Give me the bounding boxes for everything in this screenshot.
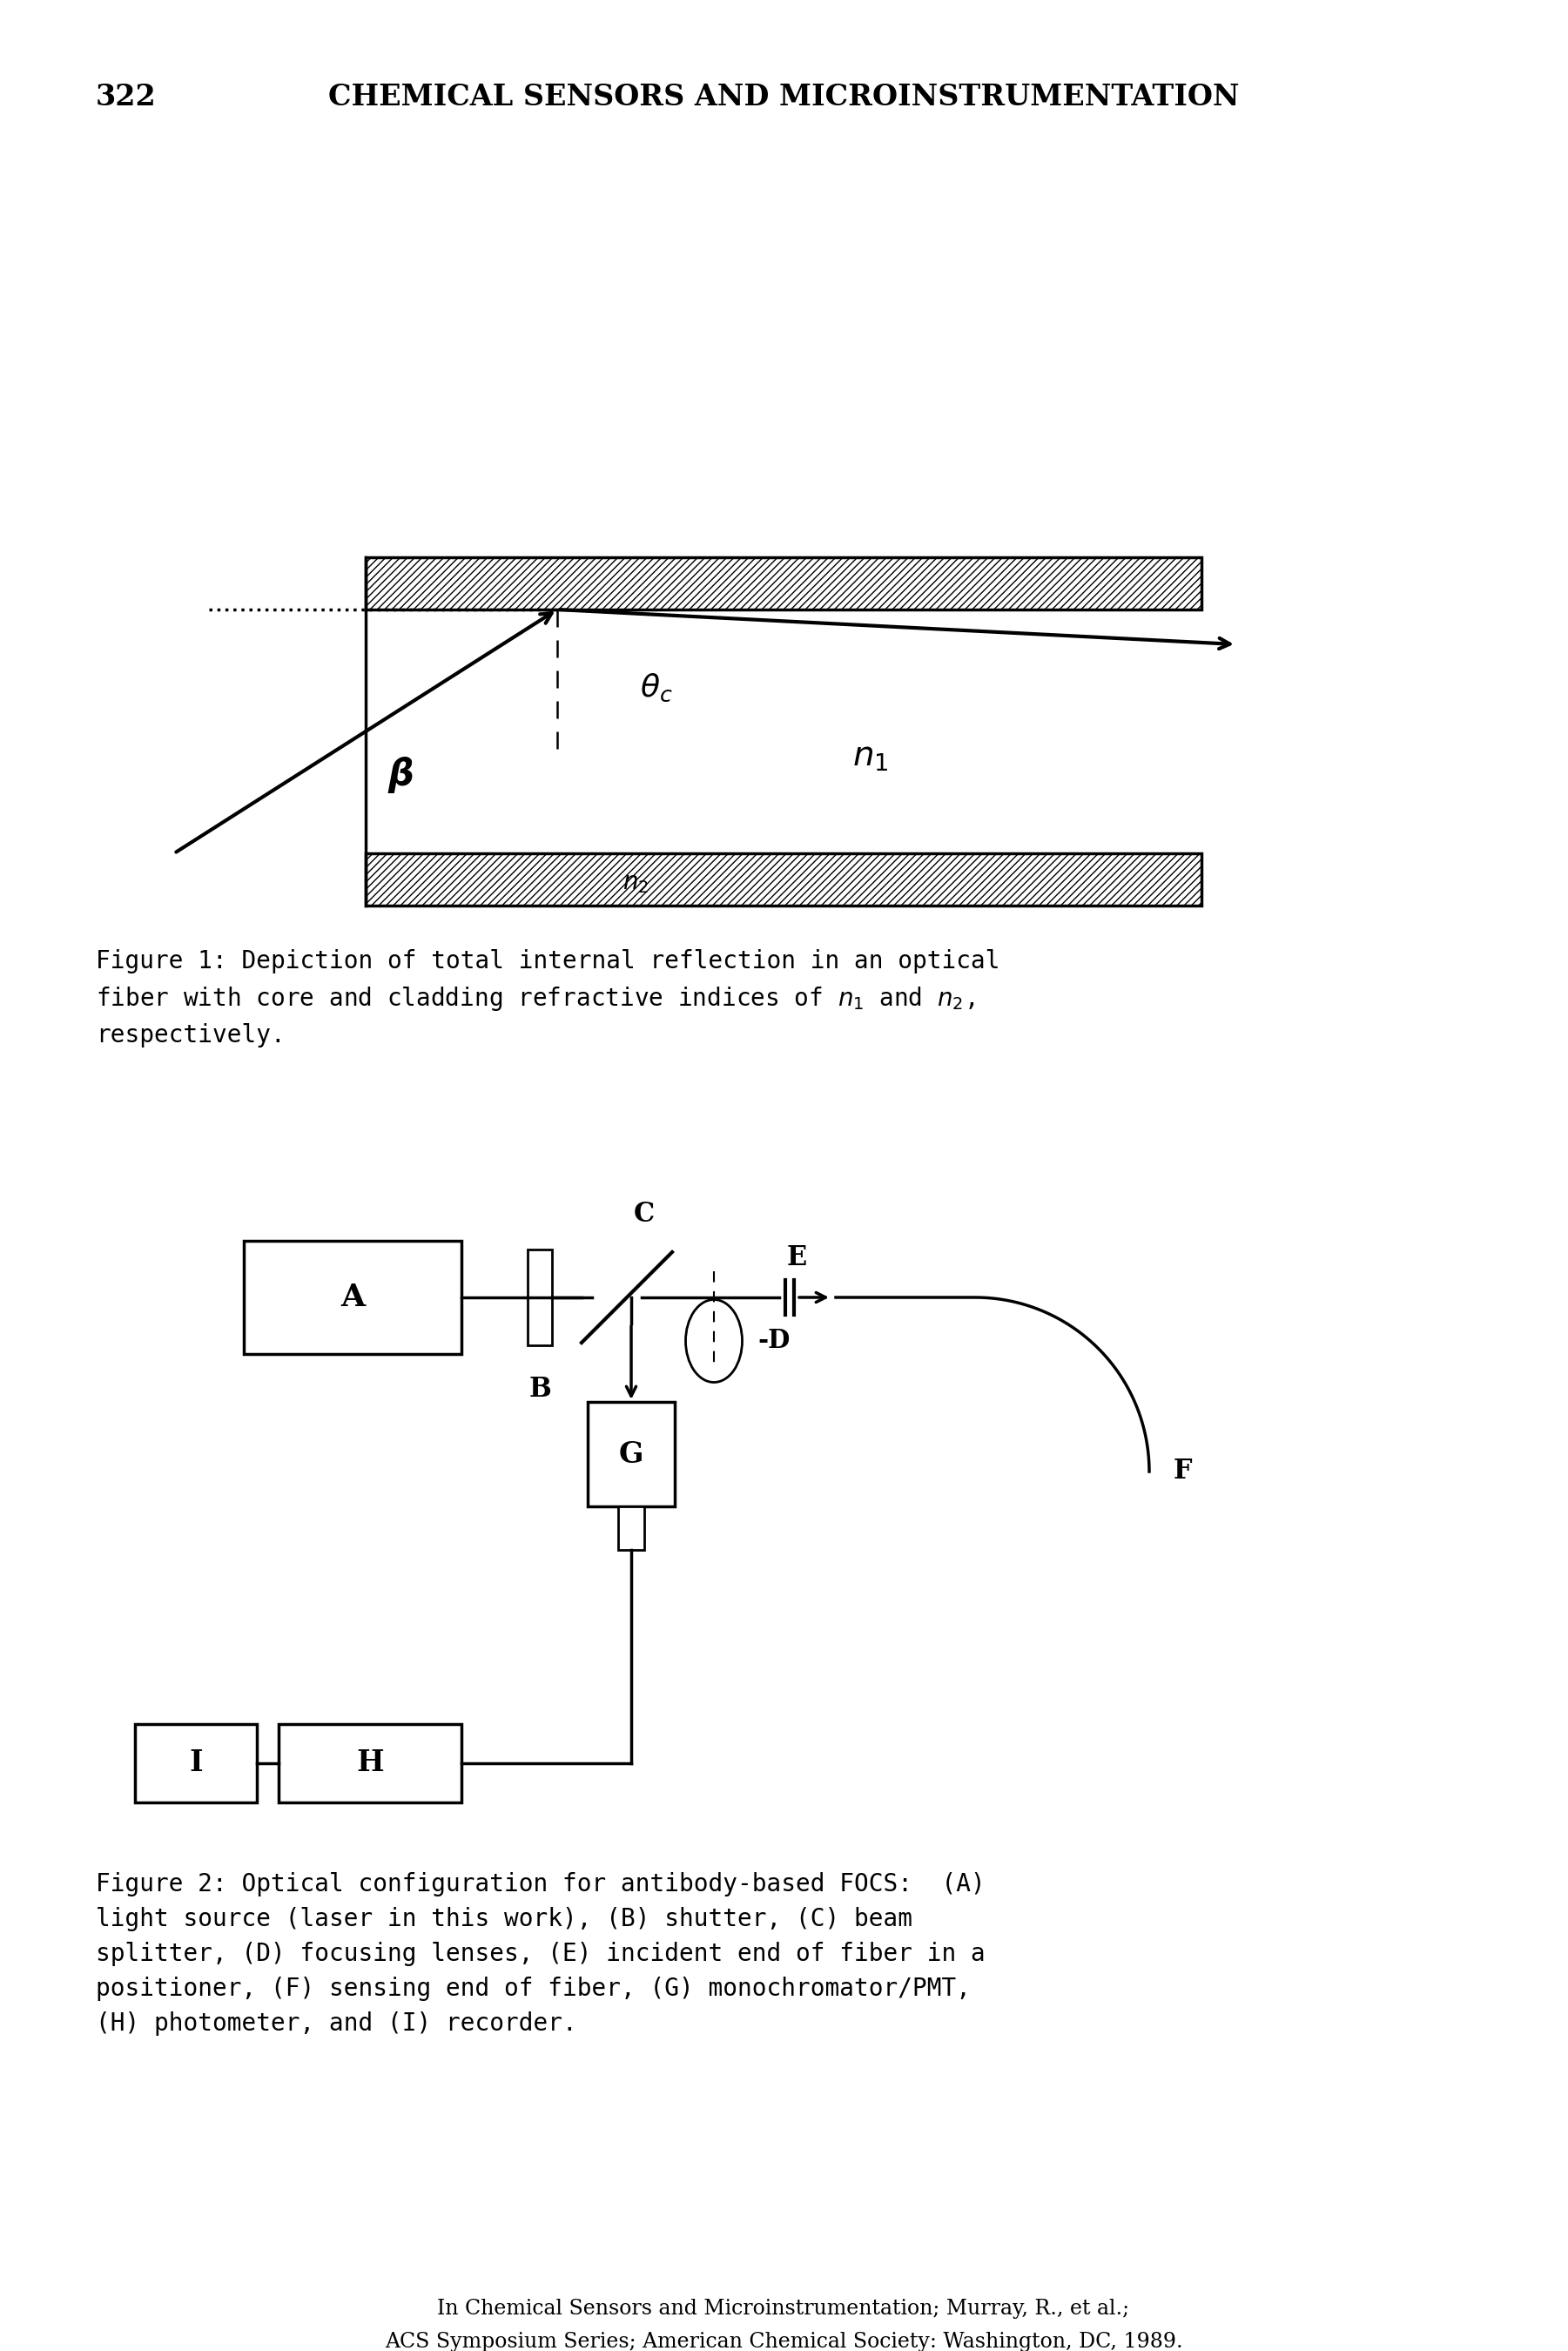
Ellipse shape (685, 1300, 742, 1382)
Text: H: H (356, 1749, 384, 1777)
Text: A: A (340, 1284, 365, 1312)
Text: F: F (1173, 1458, 1192, 1486)
Text: $\theta_c$: $\theta_c$ (640, 672, 673, 703)
Bar (527, 1248, 552, 1345)
Text: I: I (190, 1749, 202, 1777)
Text: $\boldsymbol{\beta}$: $\boldsymbol{\beta}$ (387, 755, 414, 795)
Bar (618, 1507, 644, 1549)
Text: Figure 1: Depiction of total internal reflection in an optical
fiber with core a: Figure 1: Depiction of total internal re… (96, 950, 1000, 1049)
Text: G: G (619, 1439, 643, 1469)
Text: Figure 2: Optical configuration for antibody-based FOCS:  (A)
light source (lase: Figure 2: Optical configuration for anti… (96, 1871, 985, 2036)
Text: ACS Symposium Series; American Chemical Society: Washington, DC, 1989.: ACS Symposium Series; American Chemical … (384, 2332, 1182, 2351)
Text: C: C (633, 1201, 655, 1227)
Text: $n_2$: $n_2$ (622, 872, 649, 896)
Bar (588, 1401, 674, 1507)
Polygon shape (365, 853, 1201, 905)
Text: CHEMICAL SENSORS AND MICROINSTRUMENTATION: CHEMICAL SENSORS AND MICROINSTRUMENTATIO… (328, 82, 1239, 110)
Bar (135, 1723, 257, 1803)
Text: E: E (787, 1244, 808, 1272)
Text: $n_1$: $n_1$ (853, 741, 889, 773)
Polygon shape (365, 557, 1201, 609)
Text: B: B (528, 1375, 550, 1404)
Bar (243, 1241, 461, 1354)
Text: -D: -D (757, 1328, 790, 1354)
Bar (279, 1723, 461, 1803)
Text: In Chemical Sensors and Microinstrumentation; Murray, R., et al.;: In Chemical Sensors and Microinstrumenta… (437, 2299, 1129, 2318)
Text: 322: 322 (96, 82, 157, 110)
